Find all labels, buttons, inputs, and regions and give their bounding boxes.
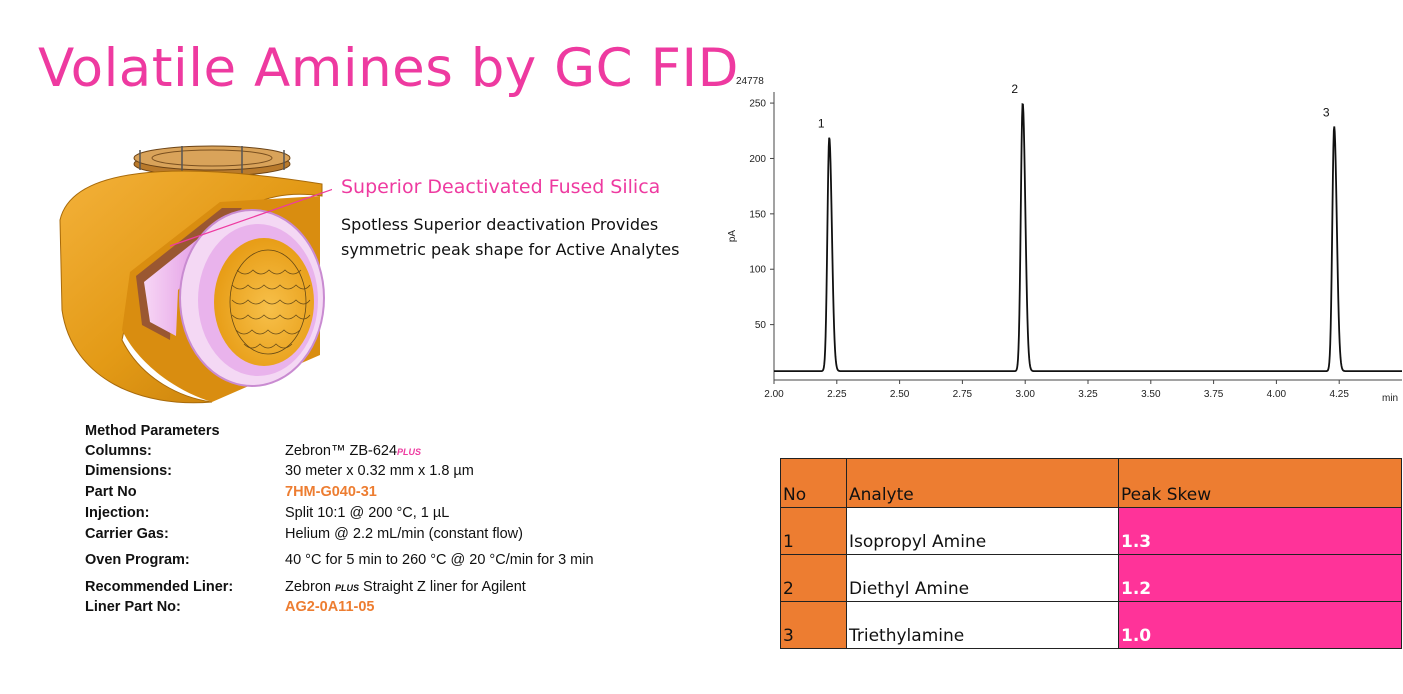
x-tick-label: 3.75 — [1204, 389, 1224, 400]
row-analyte: Triethylamine — [846, 601, 1119, 649]
injection-value: Split 10:1 @ 200 °C, 1 µL — [285, 505, 450, 521]
x-tick-label: 2.00 — [764, 389, 784, 400]
gc-column-cutaway-illustration — [59, 145, 332, 404]
x-tick-label: 2.25 — [827, 389, 847, 400]
carrier-gas-value: Helium @ 2.2 mL/min (constant flow) — [285, 526, 523, 542]
peak-skew-table: No Analyte Peak Skew 1 Isopropyl Amine 1… — [780, 458, 1402, 649]
row-no: 1 — [780, 507, 847, 555]
method-heading: Method Parameters — [85, 423, 220, 439]
row-peak-skew: 1.2 — [1118, 554, 1402, 602]
x-tick-label: 3.25 — [1078, 389, 1098, 400]
x-tick-label: 4.25 — [1329, 389, 1349, 400]
x-tick-label: 3.50 — [1141, 389, 1161, 400]
injection-label: Injection: — [85, 505, 150, 521]
row-peak-skew: 1.0 — [1118, 601, 1402, 649]
table-row: 2 Diethyl Amine 1.2 — [780, 554, 1402, 602]
row-no: 2 — [780, 554, 847, 602]
y-tick-label: 150 — [749, 209, 766, 220]
peak-label: 1 — [818, 116, 825, 130]
table-row: 3 Triethylamine 1.0 — [780, 601, 1402, 649]
liner-value: Zebron PLUS Straight Z liner for Agilent — [285, 579, 526, 595]
table-header-row: No Analyte Peak Skew — [780, 458, 1402, 508]
x-axis-label: min — [1382, 393, 1398, 404]
x-tick-label: 2.50 — [890, 389, 910, 400]
dimensions-value: 30 meter x 0.32 mm x 1.8 µm — [285, 463, 474, 479]
x-tick-label: 2.75 — [953, 389, 973, 400]
y-tick-label: 50 — [755, 320, 767, 331]
liner-part-label: Liner Part No: — [85, 599, 181, 615]
liner-prefix: Zebron — [285, 579, 335, 595]
part-no-value: 7HM-G040-31 — [285, 484, 377, 500]
row-analyte: Diethyl Amine — [846, 554, 1119, 602]
y-tick-label: 250 — [749, 99, 766, 110]
page-title: Volatile Amines by GC FID — [38, 38, 739, 99]
oven-program-label: Oven Program: — [85, 552, 190, 568]
dimensions-label: Dimensions: — [85, 463, 173, 479]
row-peak-skew: 1.3 — [1118, 507, 1402, 555]
liner-part-value: AG2-0A11-05 — [285, 599, 375, 615]
columns-text: Zebron™ ZB-624 — [285, 443, 398, 459]
y-tick-label: 100 — [749, 265, 766, 276]
x-tick-label: 4.00 — [1267, 389, 1287, 400]
col-header-peak-skew: Peak Skew — [1118, 458, 1402, 508]
plus-badge: PLUS — [397, 447, 422, 457]
chromatogram-chart: 24778 pA 50 100 150 200 250 2.00 2.25 2.50 2.75 3… — [727, 76, 1402, 404]
row-no: 3 — [780, 601, 847, 649]
carrier-gas-label: Carrier Gas: — [85, 526, 169, 542]
liner-label: Recommended Liner: — [85, 579, 234, 595]
peak-label: 3 — [1323, 105, 1330, 119]
row-analyte: Isopropyl Amine — [846, 507, 1119, 555]
part-no-label: Part No — [85, 484, 137, 500]
chart-top-label: 24778 — [736, 76, 764, 87]
x-tick-label: 3.00 — [1015, 389, 1035, 400]
peak-label: 2 — [1011, 82, 1018, 96]
column-coil-icon — [133, 145, 291, 177]
columns-value: Zebron™ ZB-624PLUS — [285, 443, 421, 459]
table-row: 1 Isopropyl Amine 1.3 — [780, 507, 1402, 555]
columns-label: Columns: — [85, 443, 152, 459]
y-axis-label: pA — [727, 230, 738, 243]
chromatogram-trace — [774, 102, 1402, 373]
y-tick-label: 200 — [749, 154, 766, 165]
liner-plus-badge: PLUS — [334, 583, 359, 593]
col-header-no: No — [780, 458, 847, 508]
liner-text: Straight Z liner for Agilent — [359, 579, 526, 595]
col-header-analyte: Analyte — [846, 458, 1119, 508]
oven-program-value: 40 °C for 5 min to 260 °C @ 20 °C/min fo… — [285, 552, 594, 568]
feature-heading: Superior Deactivated Fused Silica — [341, 176, 661, 198]
feature-description: Spotless Superior deactivation Provides … — [341, 215, 680, 259]
